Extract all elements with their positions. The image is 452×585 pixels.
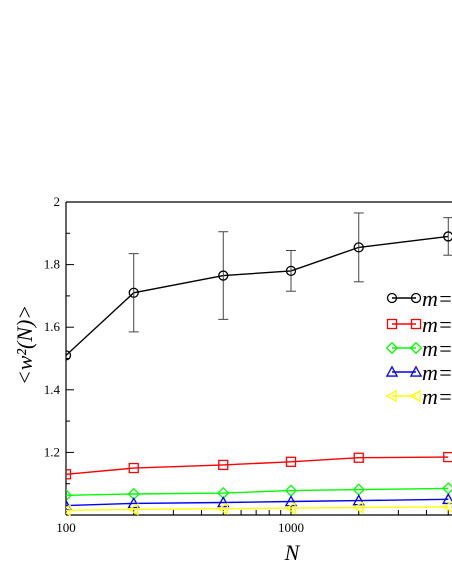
data-point bbox=[216, 502, 228, 515]
data-point bbox=[353, 242, 364, 253]
series-line bbox=[66, 235, 449, 356]
data-point bbox=[66, 350, 72, 361]
legend-entry-2: m= bbox=[386, 312, 452, 337]
legend-label: m= bbox=[422, 312, 452, 337]
legend-marker-left bbox=[386, 292, 398, 304]
series-line bbox=[66, 456, 449, 475]
data-point bbox=[66, 489, 73, 502]
series-line bbox=[66, 506, 449, 511]
x-tick-label: 1000 bbox=[278, 520, 304, 535]
legend-marker-right bbox=[409, 389, 421, 403]
legend-label: m= bbox=[422, 286, 452, 311]
y-tick-label: 1.6 bbox=[44, 319, 61, 334]
y-axis-label: <w²(N)> bbox=[12, 305, 37, 385]
legend-marker-right bbox=[410, 292, 422, 304]
data-point bbox=[66, 469, 72, 480]
series-3 bbox=[66, 482, 452, 502]
x-tick-label: 100 bbox=[56, 520, 76, 535]
series-line bbox=[66, 498, 449, 507]
data-point bbox=[285, 265, 297, 277]
legend-label: m= bbox=[422, 336, 452, 361]
legend-marker-left bbox=[386, 318, 398, 330]
data-point bbox=[66, 499, 73, 511]
legend-marker-left bbox=[385, 365, 399, 377]
legend-entry-5: m= bbox=[385, 384, 452, 409]
data-point bbox=[443, 451, 452, 463]
data-point bbox=[128, 287, 139, 298]
data-point bbox=[353, 452, 364, 463]
y-tick-label: 1.4 bbox=[44, 382, 61, 397]
legend-marker-right bbox=[409, 341, 423, 355]
legend-marker-right bbox=[410, 318, 422, 330]
x-axis-label: N bbox=[284, 540, 301, 565]
series-5 bbox=[66, 501, 452, 517]
legend-label: m= bbox=[422, 360, 452, 385]
data-point bbox=[218, 270, 229, 281]
legend-entry-4: m= bbox=[385, 360, 452, 385]
data-point bbox=[352, 501, 364, 514]
data-point bbox=[284, 501, 296, 515]
y-tick-label: 1.2 bbox=[44, 444, 60, 459]
legend-marker-left bbox=[385, 389, 397, 403]
series-layer bbox=[66, 212, 452, 517]
legend-label: m= bbox=[422, 384, 452, 409]
legend-entry-1: m= bbox=[386, 286, 452, 311]
data-point bbox=[443, 231, 452, 242]
y-tick-label: 1.8 bbox=[44, 257, 60, 272]
axis-ticks: 1.2 1.4 1.6 1.8 2 100 1000 bbox=[44, 194, 449, 535]
data-point bbox=[285, 456, 297, 467]
data-point bbox=[127, 496, 140, 509]
series-1 bbox=[66, 212, 452, 361]
series-line bbox=[66, 487, 449, 496]
legend-marker-left bbox=[385, 341, 399, 355]
y-tick-label: 2 bbox=[54, 194, 61, 209]
data-point bbox=[218, 459, 229, 471]
data-point bbox=[66, 504, 71, 517]
data-point bbox=[441, 501, 452, 513]
data-point bbox=[127, 503, 139, 516]
legend: m=m=m=m=m= bbox=[385, 286, 452, 409]
legend-entry-3: m= bbox=[385, 336, 452, 361]
plot-area bbox=[65, 201, 452, 516]
legend-marker-right bbox=[409, 365, 423, 377]
data-point bbox=[128, 462, 139, 474]
series-2 bbox=[66, 451, 452, 480]
